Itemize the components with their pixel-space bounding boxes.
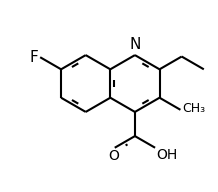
Text: F: F [29,50,38,65]
Text: N: N [130,37,141,52]
Text: O: O [108,149,119,163]
Text: OH: OH [156,148,177,162]
Text: CH₃: CH₃ [182,102,206,115]
